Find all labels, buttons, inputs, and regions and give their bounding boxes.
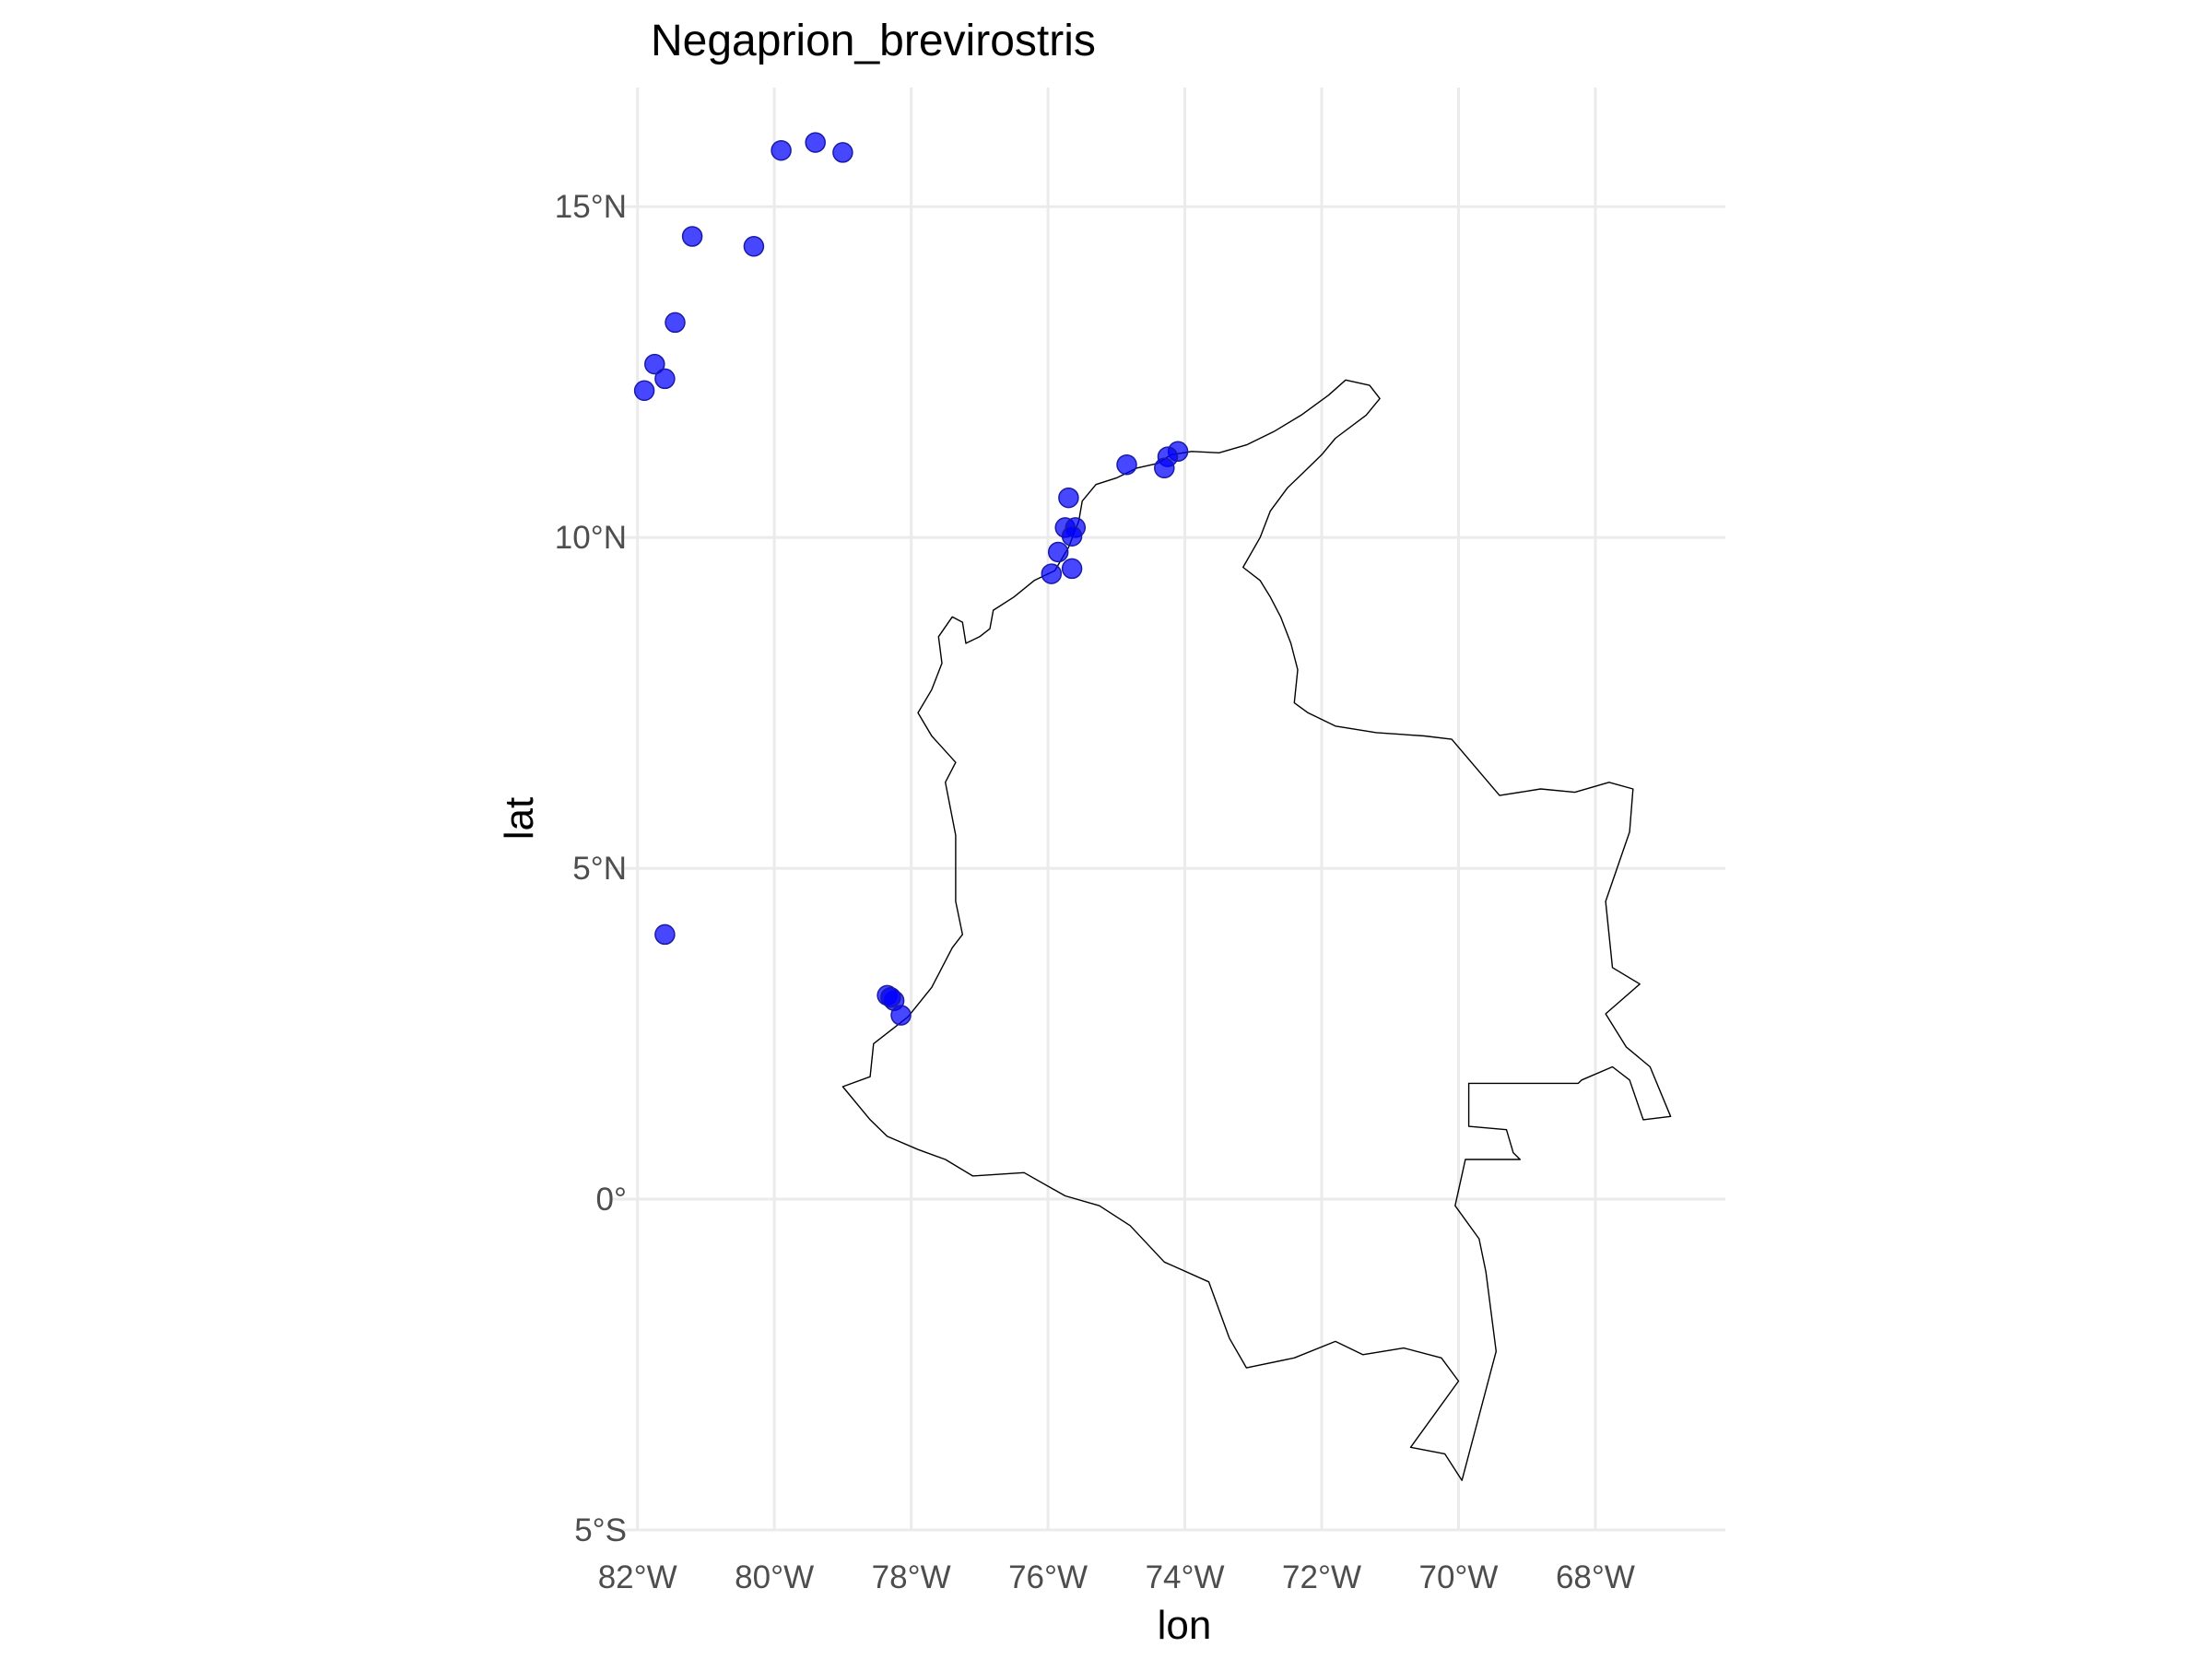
occurrence-point [644,353,665,375]
occurrence-point [1116,453,1137,476]
x-tick-label: 68°W [1556,1559,1635,1595]
x-tick-label: 70°W [1419,1559,1499,1595]
occurrence-point [654,368,676,390]
occurrence-point [805,132,826,153]
occurrence-point [681,226,703,247]
occurrence-point [890,1005,912,1026]
occurrence-point [1041,563,1063,584]
chart-title: Negaprion_brevirostris [651,17,1096,65]
x-tick-label: 72°W [1282,1559,1361,1595]
gridlines [610,88,1725,1532]
occurrence-point [1061,525,1083,547]
x-axis-tick-labels: 82°W 80°W 78°W 76°W 74°W 72°W 70°W 68°W [598,1559,1635,1595]
occurrence-point [1058,487,1079,509]
occurrence-point [880,986,901,1008]
x-tick-label: 80°W [735,1559,814,1595]
y-tick-label: 0° [596,1182,627,1218]
y-tick-label: 5°N [572,851,627,887]
y-axis-title: lat [497,797,542,840]
occurrence-point [832,142,853,163]
x-tick-label: 78°W [872,1559,951,1595]
y-tick-label: 10°N [555,520,627,556]
x-tick-label: 74°W [1146,1559,1225,1595]
x-tick-label: 76°W [1008,1559,1088,1595]
occurrence-point [1047,541,1069,563]
occurrence-point [1061,558,1083,580]
occurrence-point [633,380,655,402]
occurrence-points-layer [633,132,1189,1026]
occurrence-point [771,139,792,161]
occurrence-point [665,312,686,334]
occurrence-point [654,924,676,946]
country-outline-layer [841,379,1672,1481]
x-tick-label: 82°W [598,1559,677,1595]
occurrence-point [1154,457,1175,479]
y-axis-tick-labels: 15°N 10°N 5°N 0° 5°S [555,189,627,1548]
y-tick-label: 15°N [555,189,627,225]
country-outline [841,379,1672,1481]
x-axis-title: lon [1158,1603,1212,1648]
y-tick-label: 5°S [574,1512,627,1548]
occurrence-point [743,236,765,257]
